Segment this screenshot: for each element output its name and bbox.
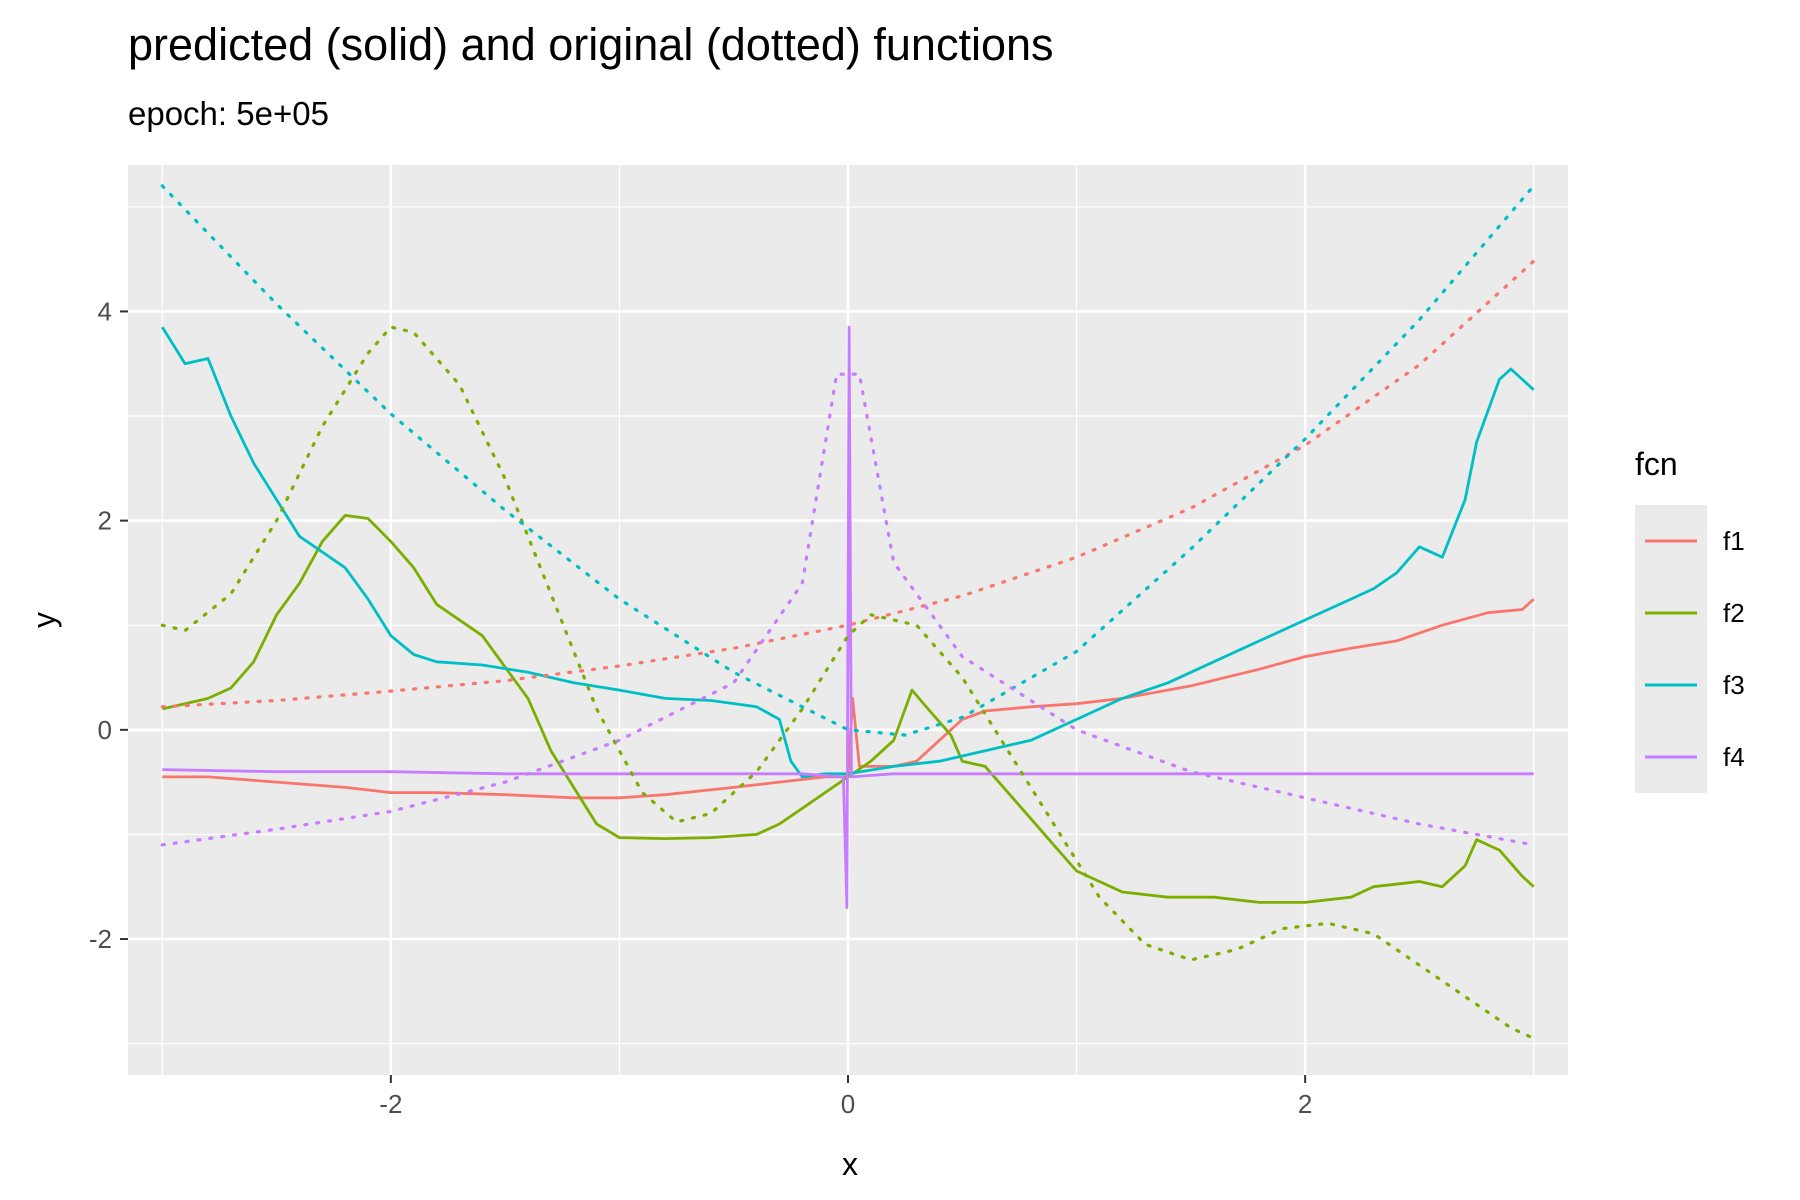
legend-label-f2: f2 <box>1723 598 1745 628</box>
legend-label-f3: f3 <box>1723 670 1745 700</box>
series-layer <box>160 184 1536 1040</box>
chart-title: predicted (solid) and original (dotted) … <box>128 19 1054 70</box>
series-f1-dotted <box>160 259 1536 709</box>
legend-label-f1: f1 <box>1723 526 1745 556</box>
legend: fcn f1 f2 f3 f4 <box>1635 446 1745 793</box>
x-tick-label: 2 <box>1298 1089 1312 1119</box>
axis-layer: -2 0 2 -2 0 2 4 <box>89 296 1313 1119</box>
legend-key-background <box>1635 505 1707 793</box>
x-tick-label: -2 <box>379 1089 402 1119</box>
series-f4-solid <box>162 325 1534 909</box>
x-axis-title: x <box>842 1146 858 1182</box>
y-tick-label: 2 <box>98 506 112 536</box>
y-tick-label: 4 <box>98 296 112 326</box>
y-tick-label: -2 <box>89 924 112 954</box>
x-tick-label: 0 <box>841 1089 855 1119</box>
series-f2-solid <box>161 514 1535 904</box>
y-tick-label: 0 <box>98 715 112 745</box>
chart-subtitle: epoch: 5e+05 <box>128 95 329 132</box>
y-axis-title: y <box>26 612 62 628</box>
series-f4-dotted <box>160 372 1536 847</box>
legend-title: fcn <box>1635 446 1678 482</box>
legend-label-f4: f4 <box>1723 742 1745 772</box>
series-f3-dotted <box>160 184 1536 737</box>
